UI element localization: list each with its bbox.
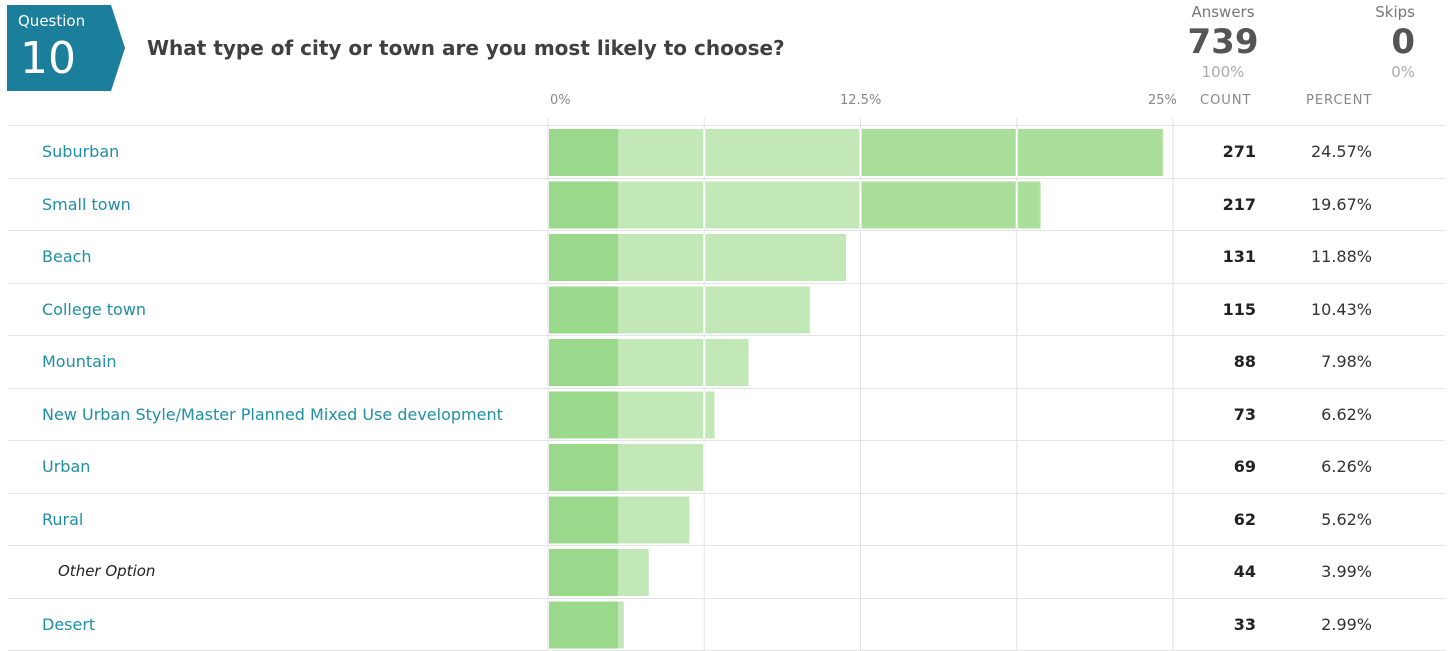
row-count: 217 (1222, 194, 1256, 214)
row-label[interactable]: Small town (42, 194, 131, 214)
row-percent: 3.99% (1321, 562, 1372, 581)
row-count: 44 (1233, 562, 1256, 581)
row-percent: 7.98% (1321, 352, 1372, 371)
row-divider (8, 387, 1445, 389)
row-count: 271 (1222, 142, 1256, 161)
answers-stat: Answers 739 100% (1168, 3, 1278, 81)
row-count: 88 (1233, 352, 1256, 371)
row-percent: 24.57% (1310, 142, 1372, 161)
bar-start-segment (549, 129, 618, 176)
answers-label: Answers (1191, 3, 1255, 21)
question-number: 10 (20, 33, 76, 84)
row-percent: 10.43% (1310, 299, 1372, 319)
count-column-header: COUNT (1200, 93, 1252, 108)
bar-start-segment (549, 234, 618, 281)
row-count: 73 (1233, 404, 1256, 424)
row-label[interactable]: Rural (42, 509, 84, 529)
row-count: 115 (1222, 299, 1256, 319)
question-badge-shape (7, 5, 125, 91)
bar-start-segment (549, 444, 618, 491)
row-label[interactable]: New Urban Style/Master Planned Mixed Use… (42, 404, 503, 424)
row-divider (8, 545, 1445, 546)
bar-start-segment (549, 549, 618, 596)
row-label: Other Option (58, 562, 156, 580)
row-count: 33 (1233, 614, 1256, 634)
row-percent: 5.62% (1321, 509, 1372, 529)
percent-column-header: PERCENT (1306, 93, 1373, 108)
row-percent: 19.67% (1310, 194, 1372, 214)
skips-label: Skips (1375, 3, 1415, 21)
row-label[interactable]: Suburban (42, 142, 120, 161)
row-percent: 2.99% (1321, 614, 1372, 634)
row-divider (8, 597, 1445, 599)
skips-value: 0 (1391, 22, 1415, 62)
row-percent: 6.62% (1321, 404, 1372, 424)
row-label[interactable]: Urban (42, 457, 91, 476)
row-percent: 6.26% (1321, 457, 1372, 476)
bar-start-segment (549, 391, 618, 439)
row-label[interactable]: College town (42, 299, 147, 319)
question-title: What type of city or town are you most l… (147, 36, 785, 60)
skips-stat: Skips 0 0% (1333, 3, 1433, 81)
bar-start-segment (549, 286, 618, 334)
row-label[interactable]: Mountain (42, 352, 117, 371)
row-label[interactable]: Beach (42, 247, 92, 266)
bar-start-segment (549, 601, 618, 649)
bar-start-segment (549, 496, 618, 544)
axis-tick-0: 0% (550, 93, 571, 108)
row-divider (8, 177, 1445, 179)
row-divider (8, 440, 1445, 441)
bar-segment (860, 181, 1040, 229)
row-count: 62 (1233, 509, 1256, 529)
row-divider (8, 230, 1445, 231)
bar-start-segment (549, 339, 618, 386)
axis-tick-max: 25% (1148, 93, 1177, 108)
skips-percent: 0% (1391, 63, 1415, 81)
question-badge: Question 10 (7, 5, 125, 91)
row-divider (8, 492, 1445, 494)
axis-tick-mid: 12.5% (840, 93, 882, 108)
answers-value: 739 (1187, 22, 1259, 62)
answers-percent: 100% (1201, 63, 1245, 81)
row-count: 69 (1233, 457, 1256, 476)
row-percent: 11.88% (1310, 247, 1372, 266)
row-divider (8, 335, 1445, 336)
bar-start-segment (549, 181, 618, 229)
row-count: 131 (1222, 247, 1256, 266)
row-divider (8, 282, 1445, 284)
row-divider (8, 125, 1445, 126)
bar-segment (860, 129, 1163, 176)
question-label: Question (18, 12, 86, 30)
row-label[interactable]: Desert (42, 614, 96, 634)
